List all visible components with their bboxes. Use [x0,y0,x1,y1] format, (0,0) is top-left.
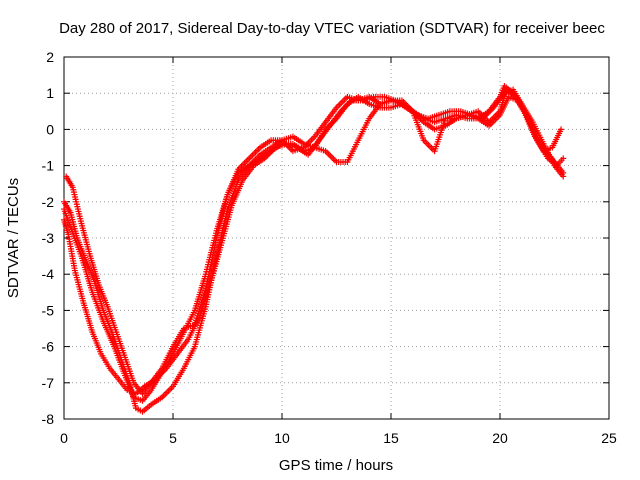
y-axis-label: SDTVAR / TECUs [5,178,22,298]
y-tick-label: -6 [42,339,55,355]
y-tick-label: 0 [46,121,54,137]
data-point [558,126,565,133]
y-tick-label: -7 [42,375,55,391]
x-axis-label: GPS time / hours [279,457,393,474]
y-tick-label: 2 [46,49,54,65]
ticks: 0 5 10 15 20 25 -8 -7 -6 -5 -4 -3 -2 -1 0 1 2 [42,49,617,446]
x-tick-label: 5 [169,430,177,446]
y-tick-label: -8 [42,411,55,427]
y-tick-label: -3 [42,230,55,246]
y-tick-label: -4 [42,266,55,282]
x-tick-label: 0 [60,430,68,446]
y-tick-label: -2 [42,194,55,210]
x-tick-label: 20 [492,430,508,446]
data-point [560,155,567,162]
y-tick-label: -1 [42,158,55,174]
y-tick-label: -5 [42,302,55,318]
x-tick-label: 10 [274,430,290,446]
data-point [560,173,567,180]
chart-title: Day 280 of 2017, Sidereal Day-to-day VTE… [59,20,605,37]
data-points [61,82,567,415]
y-tick-label: 1 [46,85,54,101]
x-tick-label: 25 [601,430,617,446]
series-track-d [61,86,567,397]
x-tick-label: 15 [383,430,399,446]
